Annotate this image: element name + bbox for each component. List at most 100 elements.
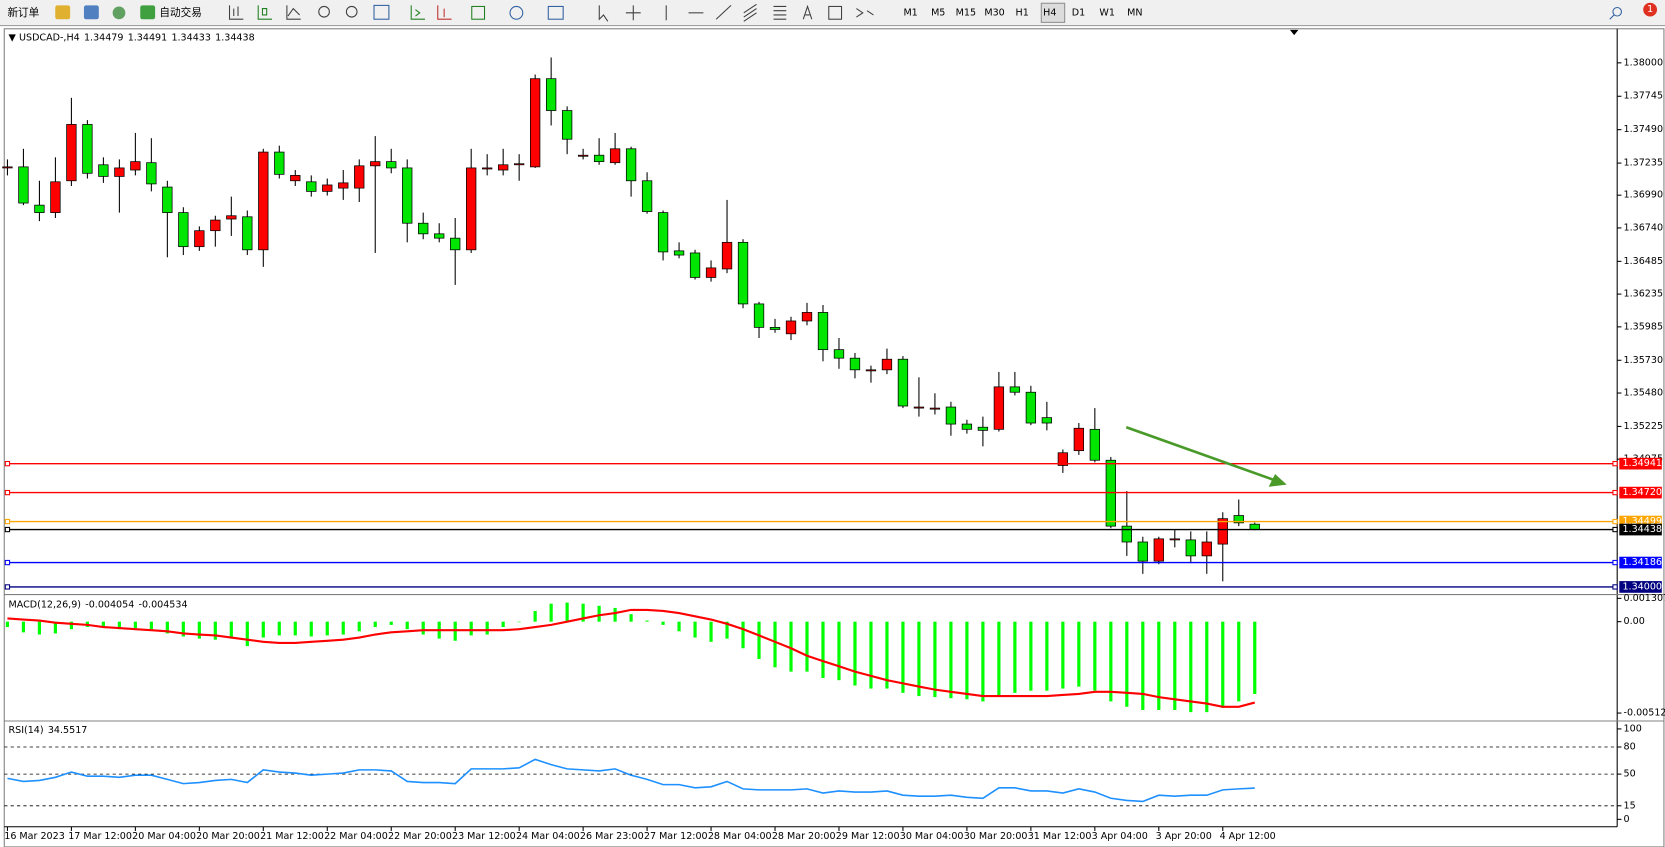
price-label-box [1619, 486, 1662, 499]
timeframe-button[interactable]: M15 [956, 7, 976, 18]
timeframe-button[interactable]: M30 [984, 7, 1004, 18]
candle-body [466, 167, 477, 251]
macd-bar [165, 621, 169, 634]
auto-trading-button[interactable]: 自动交易 [159, 6, 201, 19]
icon[interactable] [257, 5, 273, 20]
macd-bar [517, 621, 521, 623]
macd-bar [245, 621, 249, 647]
trend-arrow [1125, 425, 1276, 482]
macd-bar [1045, 621, 1049, 691]
icon[interactable] [228, 5, 244, 20]
icon[interactable] [802, 4, 813, 20]
timeframe-button[interactable]: D1 [1072, 7, 1085, 18]
candle-body [386, 161, 397, 169]
auto-trading-icon[interactable] [140, 5, 156, 20]
icon[interactable] [856, 8, 874, 18]
line-handle [4, 559, 11, 566]
macd-bar [213, 621, 217, 640]
line-handle [1612, 584, 1618, 590]
y-tick-label: 1.35730 [1624, 355, 1663, 366]
candle-body [1089, 428, 1100, 461]
candle-body [609, 148, 621, 164]
icon[interactable] [509, 5, 524, 20]
icon[interactable] [55, 5, 71, 20]
candle-body [881, 358, 893, 371]
icon[interactable] [437, 5, 452, 20]
x-tick-label: 26 Mar 23:00 [580, 831, 644, 842]
candle-body [561, 110, 573, 140]
icon[interactable] [743, 3, 757, 22]
macd-bar [741, 621, 745, 649]
notification-badge[interactable] [1643, 2, 1658, 17]
line-handle [1612, 526, 1618, 533]
candle-body [625, 148, 637, 182]
candle-body [194, 230, 205, 248]
icon[interactable] [345, 5, 358, 18]
low-value: 1.34433 [171, 32, 210, 43]
macd-bar [997, 621, 1001, 697]
symbol: USDCAD-,H4 [19, 32, 80, 43]
candle-body [66, 124, 77, 182]
price-label: 1.34720 [1622, 487, 1661, 498]
y-tick-label: 1.36740 [1624, 222, 1663, 233]
selected-timeframe [1040, 2, 1066, 23]
macd-bar [661, 621, 665, 625]
candle-body [338, 182, 349, 189]
candle-body [210, 219, 221, 232]
candle-body [1137, 541, 1148, 562]
timeframe-button[interactable]: H4 [1043, 7, 1056, 18]
timeframe-button[interactable]: M1 [903, 7, 917, 18]
macd-bar [1253, 621, 1257, 694]
candle-body [577, 154, 589, 157]
line-handle [4, 489, 11, 496]
macd-bar [21, 621, 26, 633]
x-tick-label: 29 Mar 12:00 [836, 831, 900, 842]
candle-body [146, 162, 157, 185]
price-label: 1.34186 [1622, 557, 1661, 568]
timeframe-button[interactable]: MN [1127, 7, 1142, 18]
icon[interactable] [625, 5, 641, 21]
new-order-button[interactable]: 新订单 [7, 6, 39, 19]
price-label-box [1619, 515, 1662, 528]
icon[interactable] [410, 5, 426, 20]
candle-body [673, 250, 685, 256]
macd-bar [133, 621, 137, 629]
candle-body [929, 407, 941, 410]
y-tick-label: 1.36235 [1624, 289, 1663, 300]
y-tick-label: 15 [1624, 800, 1636, 811]
icon[interactable] [112, 6, 126, 20]
search-icon[interactable] [1612, 6, 1622, 17]
candle-body [977, 426, 989, 431]
icon[interactable] [286, 5, 301, 20]
macd-bar [725, 621, 729, 639]
macd-bar [149, 621, 153, 630]
timeframes: M1 M5 M15 M30 H1 H4 D1 W1 MN [903, 7, 1142, 18]
macd-bar [933, 621, 937, 698]
macd-bar [197, 621, 201, 639]
candle-body [50, 181, 61, 213]
icon[interactable] [471, 5, 486, 20]
timeframe-button[interactable]: H1 [1016, 7, 1029, 18]
x-tick-label: 20 Mar 20:00 [196, 831, 260, 842]
candle-body [322, 184, 333, 192]
y-tick-label: 80 [1624, 741, 1636, 752]
candle-body [641, 180, 653, 212]
macd-bar [373, 621, 377, 628]
icon[interactable] [598, 5, 609, 22]
price-label: 1.34941 [1622, 458, 1661, 469]
icon[interactable] [773, 5, 787, 20]
candle-body [993, 386, 1005, 430]
y-tick-label: 50 [1624, 769, 1636, 780]
search-icon[interactable] [1609, 14, 1615, 20]
icon[interactable] [547, 5, 564, 20]
icon[interactable] [373, 4, 390, 20]
icon[interactable] [83, 5, 99, 20]
icon[interactable] [715, 5, 732, 20]
timeframe-button[interactable]: W1 [1099, 7, 1115, 18]
icon[interactable] [318, 5, 330, 18]
icon[interactable] [828, 5, 843, 20]
macd-bar [613, 607, 617, 622]
timeframe-button[interactable]: M5 [931, 7, 945, 18]
line-handle [4, 518, 11, 525]
macd-bar [789, 621, 793, 672]
